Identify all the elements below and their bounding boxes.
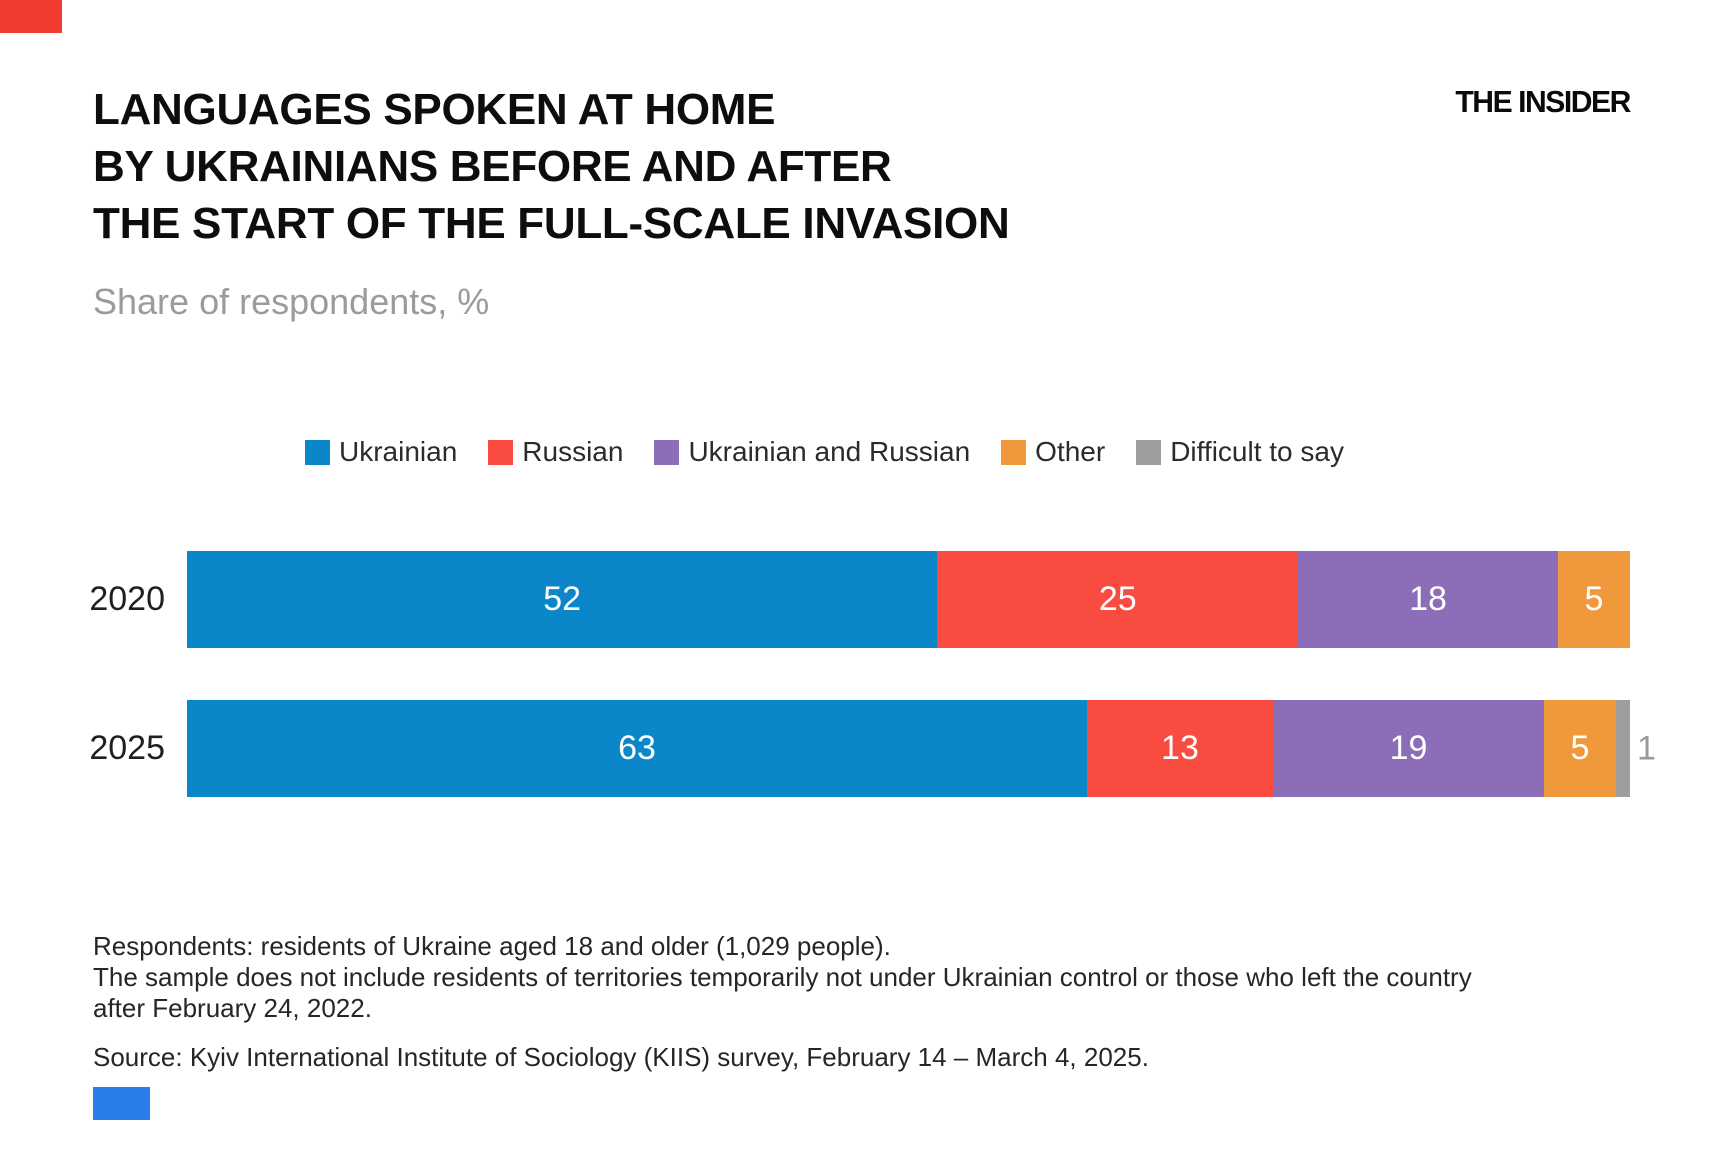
legend-item: Ukrainian: [305, 436, 457, 468]
the-insider-logo: THE INSIDER: [1455, 84, 1632, 119]
legend-swatch: [1001, 439, 1027, 465]
title-line-2: BY UKRAINIANS BEFORE AND AFTER: [93, 142, 892, 191]
bar-segment-russian: 13: [1087, 700, 1273, 797]
bar-segment-ukrainian: 52: [187, 551, 938, 648]
stacked-bar: 52 25 18 5: [187, 551, 1630, 648]
bar-segment-label: 63: [618, 729, 656, 767]
legend-item: Ukrainian and Russian: [654, 436, 970, 468]
bar-segment-ukrainian: 63: [187, 700, 1088, 797]
legend-swatch: [1136, 439, 1162, 465]
footnote-respondents: Respondents: residents of Ukraine aged 1…: [93, 931, 1472, 1024]
footnote-line-2: The sample does not include residents of…: [93, 962, 1472, 992]
legend-label: Difficult to say: [1170, 436, 1344, 467]
stacked-bar-chart: 2020 52 25 18 5 2025 63 13 19 5 1: [0, 551, 1656, 797]
chart-subtitle: Share of respondents, %: [93, 281, 490, 322]
legend-swatch: [305, 439, 330, 465]
bar-segment-label: 25: [1098, 580, 1137, 618]
title-line-3: THE START OF THE FULL-SCALE INVASION: [93, 199, 1010, 248]
footnote-source: Source: Kyiv International Institute of …: [93, 1042, 1149, 1072]
footnote-line-3: after February 24, 2022.: [93, 993, 372, 1023]
legend-item: Difficult to say: [1136, 436, 1344, 468]
legend-label: Russian: [522, 436, 624, 467]
bar-segment-other: 5: [1557, 551, 1630, 648]
legend-item: Other: [1001, 436, 1105, 468]
legend-label: Other: [1035, 436, 1106, 467]
bar-segment-ukrainian-and-russian: 18: [1298, 551, 1558, 648]
year-label: 2025: [89, 729, 165, 767]
bar-row-2025: 2025 63 13 19 5 1: [0, 700, 1656, 797]
legend-label: Ukrainian: [339, 436, 458, 467]
legend-item: Russian: [488, 436, 623, 468]
bar-segment-label: 18: [1409, 580, 1447, 618]
brand-mark-blue: [93, 1087, 150, 1120]
bar-segment-label: 5: [1570, 729, 1590, 767]
bar-segment-label: 13: [1161, 729, 1199, 767]
bar-segment-label: 19: [1389, 729, 1428, 767]
legend-label: Ukrainian and Russian: [688, 436, 971, 467]
title-line-1: LANGUAGES SPOKEN AT HOME: [93, 85, 776, 134]
stacked-bar: 63 13 19 5 1: [187, 700, 1656, 797]
bar-segment-label: 5: [1584, 580, 1604, 618]
bar-row-2020: 2020 52 25 18 5: [0, 551, 1630, 648]
chart-legend: Ukrainian Russian Ukrainian and Russian Oth…: [305, 436, 1344, 468]
footnote-line-1: Respondents: residents of Ukraine aged 1…: [93, 931, 891, 961]
legend-swatch: [654, 439, 680, 465]
bar-outside-label: 1: [1637, 729, 1656, 767]
chart-title: LANGUAGES SPOKEN AT HOME BY UKRAINIANS B…: [93, 81, 1010, 252]
bar-segment-label: 52: [543, 580, 582, 618]
bar-segment-ukrainian-and-russian: 19: [1272, 700, 1545, 797]
brand-mark-red: [0, 0, 62, 33]
year-label: 2020: [89, 580, 165, 618]
bar-segment-russian: 25: [937, 551, 1299, 648]
legend-swatch: [488, 439, 514, 465]
bar-segment-difficult-to-say: [1615, 700, 1630, 797]
bar-segment-other: 5: [1544, 700, 1616, 797]
